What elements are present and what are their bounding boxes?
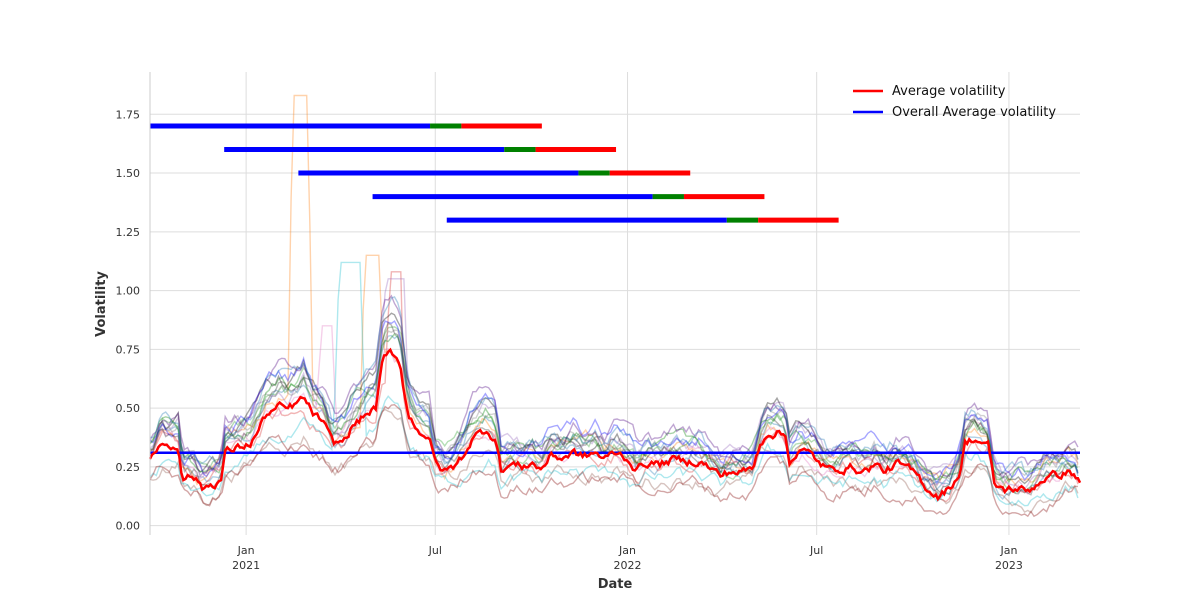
- main-series-group: [148, 347, 1082, 502]
- background-series-line: [149, 261, 1079, 507]
- y-axis-title: Volatility: [94, 271, 109, 337]
- background-series-line: [149, 408, 1079, 514]
- average-volatility-line: [148, 347, 1082, 502]
- legend-label-overall: Overall Average volatility: [892, 105, 1056, 120]
- background-series-line: [149, 296, 1079, 486]
- axes: 0.00 0.25 0.50 0.75 1.00 1.25 1.50 1.75 Jan 2021 J…: [116, 72, 1023, 572]
- background-series-line: [149, 329, 1078, 488]
- background-series-line: [149, 334, 1079, 500]
- y-tick-label: 1.25: [116, 226, 141, 239]
- legend-label-average: Average volatility: [892, 84, 1006, 99]
- x-tick-label: Jul: [428, 544, 442, 557]
- y-tick-label: 0.75: [116, 343, 141, 356]
- x-tick-year-label: 2022: [614, 559, 642, 572]
- x-axis-title: Date: [598, 577, 633, 592]
- x-tick-label: Jan: [999, 544, 1017, 557]
- x-tick-label: Jul: [809, 544, 823, 557]
- background-series-line: [149, 326, 1079, 494]
- y-tick-label: 1.50: [116, 167, 141, 180]
- background-series-line: [149, 403, 1078, 518]
- background-series-line: [149, 312, 1079, 494]
- y-tick-label: 0.00: [116, 520, 141, 533]
- background-series-line: [149, 320, 1079, 485]
- x-tick-year-label: 2023: [995, 559, 1023, 572]
- x-tick-year-label: 2021: [232, 559, 260, 572]
- background-series-line: [149, 278, 1079, 491]
- y-tick-label: 0.25: [116, 461, 141, 474]
- background-series-line: [149, 271, 1079, 503]
- y-tick-label: 1.00: [116, 285, 141, 298]
- grid: [150, 72, 1080, 535]
- window-bars-group: [150, 123, 839, 223]
- x-tick-label: Jan: [237, 544, 255, 557]
- x-tick-label: Jan: [618, 544, 636, 557]
- background-series-line: [149, 94, 1079, 489]
- y-tick-label: 0.50: [116, 402, 141, 415]
- y-tick-label: 1.75: [116, 108, 141, 121]
- legend: Average volatility Overall Average volat…: [853, 84, 1056, 120]
- background-series-line: [149, 294, 1079, 480]
